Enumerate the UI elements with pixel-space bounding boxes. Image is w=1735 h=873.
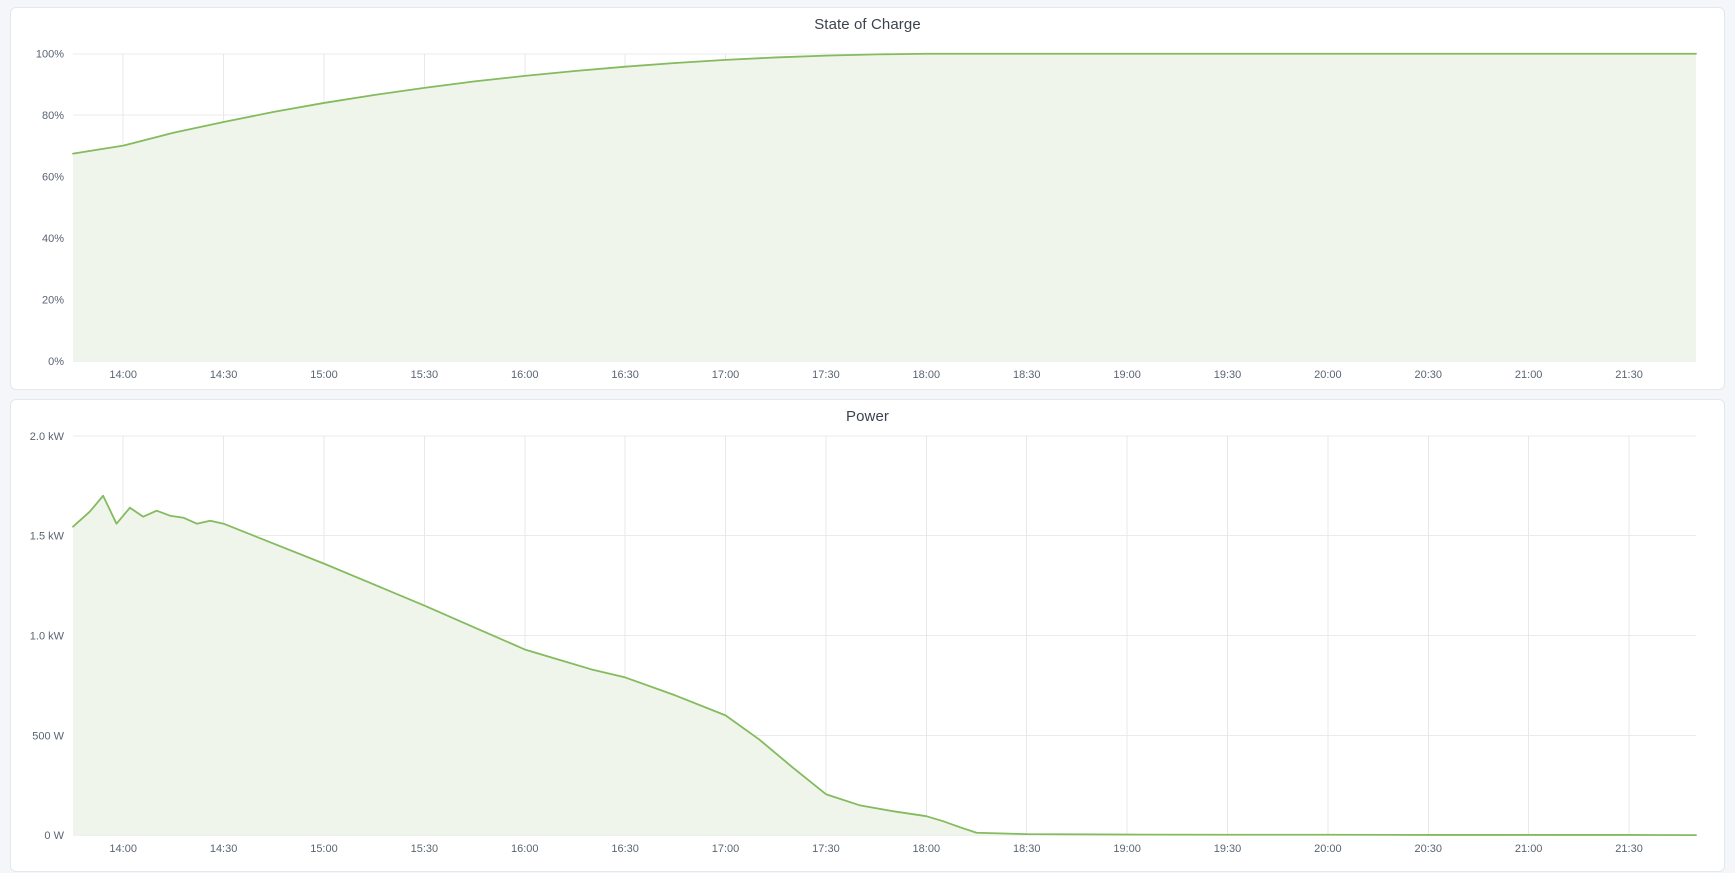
panel-state-of-charge: State of Charge 0% 20% 40% 60% 80% 100% 14:00 1… [10, 7, 1725, 390]
chart-svg-state-of-charge[interactable]: 0% 20% 40% 60% 80% 100% 14:00 14:30 15:00 15:30 16… [11, 8, 1724, 389]
x-tick-label: 20:30 [1415, 843, 1443, 855]
x-tick-label: 15:30 [411, 369, 439, 381]
x-tick-label: 17:30 [812, 369, 840, 381]
y-tick-label: 1.0 kW [30, 631, 65, 643]
y-tick-label: 1.5 kW [30, 531, 65, 543]
y-tick-label: 500 W [32, 730, 64, 742]
x-tick-label: 20:30 [1415, 369, 1443, 381]
x-tick-label: 15:00 [310, 843, 338, 855]
x-tick-label: 19:30 [1214, 843, 1242, 855]
y-tick-label: 60% [42, 172, 64, 184]
chart-svg-power[interactable]: 0 W 500 W 1.0 kW 1.5 kW 2.0 kW 14:00 14:30 15:0… [11, 400, 1724, 871]
series-fill [73, 495, 1696, 836]
y-tick-label: 0% [48, 356, 64, 368]
y-tick-label: 2.0 kW [30, 431, 65, 443]
x-tick-label: 14:00 [109, 843, 137, 855]
x-tick-label: 14:00 [109, 369, 137, 381]
x-tick-label: 17:00 [712, 843, 740, 855]
series-line [72, 52, 1697, 155]
x-tick-label: 20:00 [1314, 369, 1342, 381]
x-tick-label: 16:30 [611, 843, 639, 855]
x-tick-label: 18:00 [913, 843, 941, 855]
series-fill [73, 53, 1696, 362]
panel-title-power: Power [845, 408, 890, 425]
x-tick-label: 17:00 [712, 369, 740, 381]
x-tick-label: 21:30 [1615, 369, 1643, 381]
y-tick-label: 40% [42, 233, 64, 245]
y-tick-label: 0 W [44, 830, 64, 842]
x-tick-label: 18:30 [1013, 843, 1041, 855]
panel-title-state-of-charge: State of Charge [814, 16, 921, 33]
x-tick-label: 19:30 [1214, 369, 1242, 381]
x-tick-label: 19:00 [1113, 369, 1141, 381]
series-line [72, 494, 1697, 837]
chart-area-power[interactable]: 0 W 500 W 1.0 kW 1.5 kW 2.0 kW 14:00 14:30 15:0… [11, 400, 1724, 871]
x-tick-label: 19:00 [1113, 843, 1141, 855]
x-tick-label: 15:30 [411, 843, 439, 855]
x-tick-label: 16:30 [611, 369, 639, 381]
x-tick-label: 18:00 [913, 369, 941, 381]
chart-area-state-of-charge[interactable]: 0% 20% 40% 60% 80% 100% 14:00 14:30 15:00 15:30 16… [11, 8, 1724, 389]
x-tick-label: 17:30 [812, 843, 840, 855]
panel-power: Power 0 W 500 W 1.0 kW 1.5 kW 2.0 kW 14:00 14:… [10, 399, 1725, 872]
x-tick-label: 18:30 [1013, 369, 1041, 381]
x-tick-label: 21:00 [1515, 369, 1543, 381]
x-tick-label: 20:00 [1314, 843, 1342, 855]
y-tick-label: 20% [42, 295, 64, 307]
y-tick-label: 100% [36, 49, 64, 61]
x-tick-label: 14:30 [210, 369, 238, 381]
x-tick-label: 21:30 [1615, 843, 1643, 855]
x-tick-label: 21:00 [1515, 843, 1543, 855]
x-tick-label: 15:00 [310, 369, 338, 381]
x-tick-label: 16:00 [511, 369, 539, 381]
y-tick-label: 80% [42, 110, 64, 122]
x-tick-label: 14:30 [210, 843, 238, 855]
x-tick-label: 16:00 [511, 843, 539, 855]
